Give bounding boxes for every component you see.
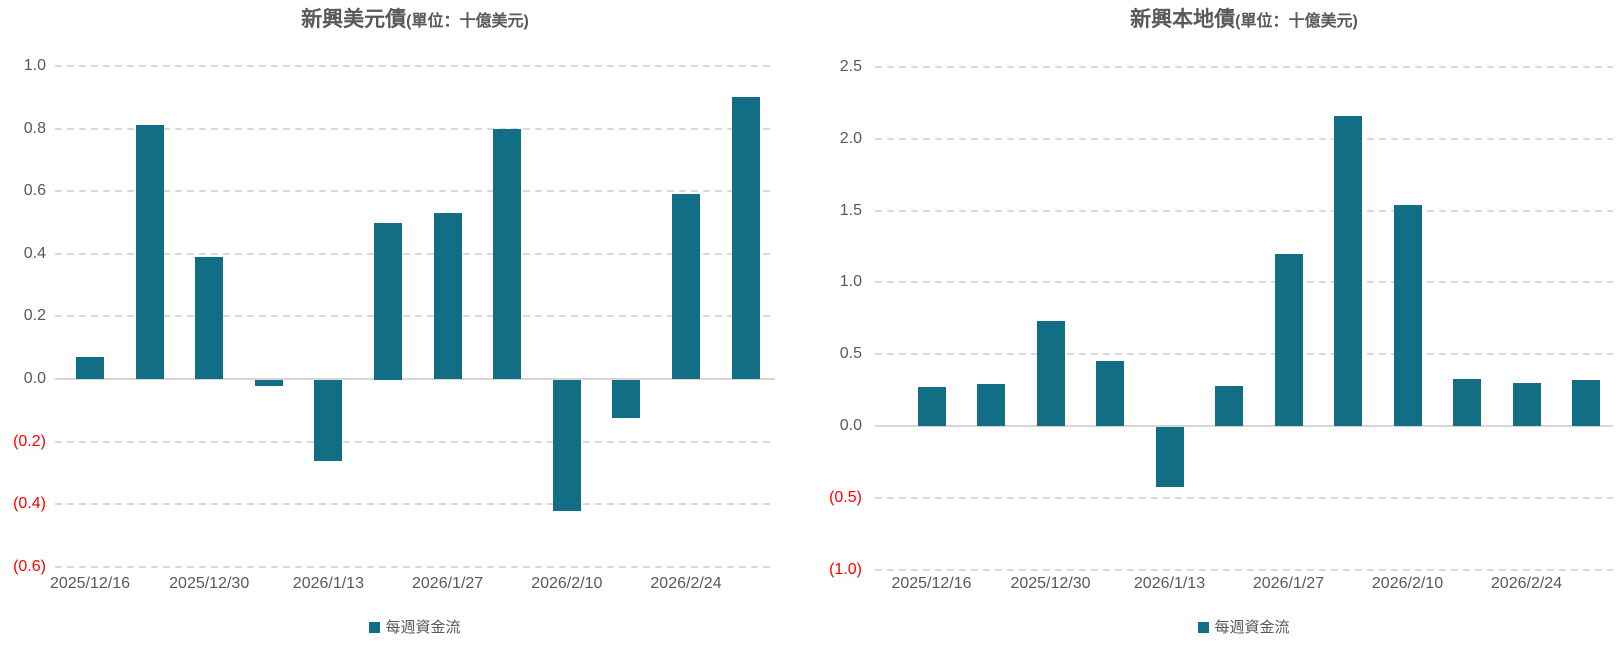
y-axis-label: (0.6)	[13, 557, 46, 575]
zero-axis-line	[55, 378, 775, 380]
legend-swatch-icon	[1198, 622, 1210, 633]
y-axis-label: 0.8	[23, 119, 46, 137]
x-axis-label: 2025/12/16	[891, 575, 972, 592]
gridline	[55, 252, 775, 255]
y-axis-label: (1.0)	[829, 560, 862, 578]
bar	[1512, 382, 1541, 426]
bar	[433, 213, 462, 380]
gridline	[55, 503, 775, 506]
legend: 每週資金流	[55, 617, 775, 639]
x-axis-label: 2026/1/13	[292, 575, 364, 592]
gridline	[55, 190, 775, 193]
chart-title: 新興美元債(單位：十億美元)	[55, 6, 775, 36]
bar	[917, 387, 946, 427]
bar	[977, 384, 1005, 427]
gridline	[875, 209, 1613, 212]
gridline	[55, 65, 775, 67]
y-axis-label: 2.0	[839, 129, 862, 147]
legend-label: 每週資金流	[1214, 619, 1290, 636]
chart-title-unit: (單位：十億美元)	[406, 13, 529, 30]
x-axis-label: 2026/2/10	[1371, 575, 1444, 592]
chart-em-usd-bond: 新興美元債(單位：十億美元) 1.0 0.8 0.6 0.4 0.2 0.0 (0.2) (0…	[13, 6, 775, 639]
bar	[195, 256, 224, 379]
gridline	[875, 137, 1613, 140]
x-axis-label: 2026/1/27	[1252, 575, 1325, 592]
y-axis-label: 0.0	[839, 417, 862, 434]
chart-title-main: 新興本地債	[1130, 8, 1236, 31]
y-axis-label: 0.5	[839, 345, 862, 363]
gridline	[55, 440, 775, 443]
bar	[1036, 321, 1065, 427]
bar	[1274, 253, 1303, 426]
y-axis-label: 1.0	[839, 273, 862, 291]
x-axis-label: 2026/2/10	[531, 575, 603, 592]
bar	[731, 97, 760, 380]
bar	[374, 222, 402, 380]
bar	[254, 380, 283, 386]
chart-title-unit: (單位：十億美元)	[1235, 13, 1358, 30]
bar	[1155, 427, 1184, 487]
chart-title-main: 新興美元債	[301, 8, 407, 31]
y-axis-label: (0.4)	[13, 495, 46, 513]
gridline	[55, 127, 775, 130]
y-axis-label: (0.2)	[13, 432, 46, 450]
y-axis-label: 0.0	[23, 370, 46, 387]
bar	[1334, 115, 1362, 426]
gridline	[55, 565, 775, 568]
legend: 每週資金流	[875, 617, 1613, 639]
y-axis-label: (0.5)	[829, 488, 862, 506]
y-axis-label: 1.5	[839, 201, 862, 219]
bar	[612, 380, 641, 418]
bar	[314, 380, 343, 461]
x-axis-label: 2026/2/24	[1490, 575, 1563, 592]
x-axis-label: 2026/1/13	[1133, 575, 1206, 592]
y-axis-label: 0.6	[23, 182, 46, 200]
bar	[672, 194, 700, 380]
bar	[1453, 378, 1481, 426]
bar	[1096, 361, 1124, 427]
bar	[1215, 385, 1243, 426]
chart-title: 新興本地債(單位：十億美元)	[875, 6, 1613, 36]
bar	[135, 125, 164, 380]
bar	[1572, 380, 1600, 427]
x-axis-label: 2026/1/27	[412, 575, 484, 592]
chart-em-local-bond: 新興本地債(單位：十億美元) 2.5 2.0 1.5 1.0 0.5 0.0 (0.5) (1…	[810, 0, 1620, 651]
x-axis-label: 2025/12/16	[49, 575, 131, 592]
bar	[552, 380, 581, 511]
bar	[493, 128, 522, 379]
x-axis-label: 2025/12/30	[169, 575, 250, 592]
gridline	[875, 568, 1613, 571]
y-axis-label: 1.0	[23, 57, 46, 74]
x-axis-label: 2025/12/30	[1010, 575, 1091, 592]
legend-label: 每週資金流	[385, 619, 461, 636]
gridline	[875, 281, 1613, 284]
legend-swatch-icon	[369, 622, 381, 633]
bar	[1393, 204, 1422, 426]
gridline	[55, 315, 775, 318]
y-axis-label: 0.2	[23, 307, 46, 325]
gridline	[875, 353, 1613, 356]
gridline	[875, 496, 1613, 499]
y-axis-label: 0.4	[23, 244, 46, 262]
y-axis-label: 2.5	[839, 58, 862, 75]
zero-axis-line	[875, 425, 1613, 427]
gridline	[875, 66, 1613, 68]
x-axis-label: 2026/2/24	[650, 575, 722, 592]
bar	[76, 357, 104, 380]
